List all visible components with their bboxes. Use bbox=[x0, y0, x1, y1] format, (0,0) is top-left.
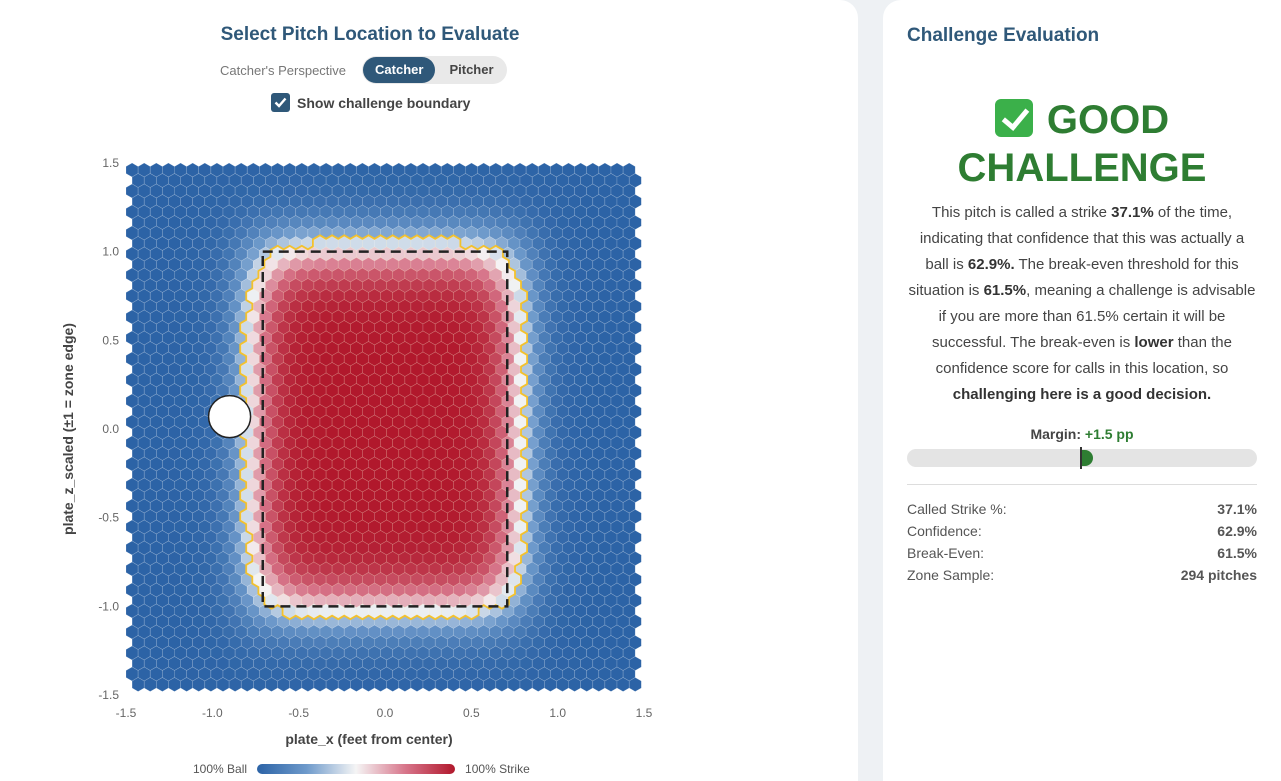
x-tick-label: 1.0 bbox=[549, 706, 566, 720]
y-tick-label: 1.5 bbox=[102, 156, 119, 170]
perspective-toggle: Catcher Pitcher bbox=[362, 56, 507, 84]
stat-label: Called Strike %: bbox=[907, 501, 1007, 517]
y-tick-label: 1.0 bbox=[102, 245, 119, 259]
evaluation-description: This pitch is called a strike 37.1% of t… bbox=[907, 200, 1257, 408]
y-tick-label: 0.5 bbox=[102, 333, 119, 347]
stat-value: 37.1% bbox=[1217, 501, 1257, 517]
y-tick-label: -1.0 bbox=[98, 599, 119, 613]
desc-text-5: than the confidence score for calls in t… bbox=[935, 334, 1232, 377]
hex-cell[interactable] bbox=[628, 677, 642, 692]
evaluation-title: Challenge Evaluation bbox=[907, 25, 1100, 46]
desc-text-3: The break-even threshold for this situat… bbox=[908, 256, 1239, 299]
margin-label: Margin: +1.5 pp bbox=[883, 426, 1281, 442]
y-axis-ticks: 1.5 1.0 0.5 0.0 -0.5 -1.0 -1.5 bbox=[98, 156, 119, 702]
checkmark-icon bbox=[274, 97, 287, 108]
margin-value: +1.5 pp bbox=[1084, 426, 1134, 442]
catcher-toggle-button[interactable]: Catcher bbox=[363, 57, 436, 83]
boundary-checkbox-row[interactable]: Show challenge boundary bbox=[271, 93, 470, 112]
x-tick-label: -1.5 bbox=[116, 706, 137, 720]
y-tick-label: 0.0 bbox=[102, 422, 119, 436]
legend-low-label: 100% Ball bbox=[193, 762, 248, 776]
legend-high-label: 100% Strike bbox=[465, 762, 530, 776]
legend-gradient-bar bbox=[257, 764, 456, 774]
x-tick-label: 0.5 bbox=[463, 706, 480, 720]
y-axis-title: plate_z_scaled (±1 = zone edge) bbox=[60, 323, 76, 535]
boundary-checkbox[interactable] bbox=[271, 93, 290, 112]
desc-text-1: This pitch is called a strike bbox=[931, 204, 1112, 221]
stat-row: Confidence: 62.9% bbox=[907, 520, 1257, 542]
confidence-pct: 62.9%. bbox=[967, 256, 1015, 273]
stat-row: Zone Sample: 294 pitches bbox=[907, 564, 1257, 586]
x-axis-ticks: -1.5 -1.0 -0.5 0.0 0.5 1.0 1.5 bbox=[116, 706, 653, 720]
verdict-text: GOOD CHALLENGE bbox=[957, 98, 1207, 190]
verdict-heading: GOOD CHALLENGE bbox=[883, 96, 1281, 192]
x-tick-label: 1.5 bbox=[636, 706, 653, 720]
stat-value: 294 pitches bbox=[1180, 567, 1257, 583]
margin-bar bbox=[907, 447, 1257, 469]
perspective-toggle-row: Catcher's Perspective Catcher Pitcher bbox=[220, 56, 507, 84]
x-tick-label: -1.0 bbox=[202, 706, 223, 720]
margin-label-text: Margin: bbox=[1030, 426, 1082, 442]
x-axis-title: plate_x (feet from center) bbox=[285, 731, 452, 747]
pitcher-toggle-button[interactable]: Pitcher bbox=[449, 62, 494, 77]
stat-value: 61.5% bbox=[1217, 545, 1257, 561]
stats-divider bbox=[907, 484, 1257, 485]
inner-hex-cells bbox=[240, 236, 527, 619]
y-tick-label: -0.5 bbox=[98, 511, 119, 525]
strike-zone-outline bbox=[261, 250, 509, 608]
conclusion-text: challenging here is a good decision. bbox=[952, 386, 1212, 403]
selected-pitch-marker[interactable] bbox=[207, 394, 252, 439]
stat-row: Break-Even: 61.5% bbox=[907, 542, 1257, 564]
stat-label: Confidence: bbox=[907, 523, 982, 539]
breakeven-pct: 61.5% bbox=[983, 282, 1027, 299]
stat-label: Break-Even: bbox=[907, 545, 985, 561]
pitch-location-heatmap[interactable]: -1.5 -1.0 -0.5 0.0 0.5 1.0 1.5 1.5 1.0 0.5 0.0 -0.… bbox=[0, 140, 740, 760]
margin-bar-center-line bbox=[1080, 447, 1082, 469]
color-legend: 100% Ball 100% Strike bbox=[193, 762, 530, 776]
stat-label: Zone Sample: bbox=[907, 567, 995, 583]
x-tick-label: 0.0 bbox=[377, 706, 394, 720]
challenge-evaluation-panel: Challenge Evaluation GOOD CHALLENGE This… bbox=[883, 0, 1281, 781]
lower-word: lower bbox=[1134, 334, 1174, 351]
called-pct: 37.1% bbox=[1111, 204, 1154, 221]
boundary-checkbox-label: Show challenge boundary bbox=[297, 94, 471, 111]
x-tick-label: -0.5 bbox=[288, 706, 309, 720]
perspective-label: Catcher's Perspective bbox=[220, 62, 347, 78]
stat-row: Called Strike %: 37.1% bbox=[907, 498, 1257, 520]
desc-text-4: , meaning a challenge is advisable if yo… bbox=[932, 282, 1256, 351]
selector-title: Select Pitch Location to Evaluate bbox=[220, 24, 520, 45]
margin-bar-fill bbox=[1082, 450, 1093, 466]
y-tick-label: -1.5 bbox=[98, 688, 119, 702]
stats-table: Called Strike %: 37.1% Confidence: 62.9% B… bbox=[907, 498, 1257, 586]
desc-text-2: of the time, indicating that confidence … bbox=[919, 204, 1245, 273]
stat-value: 62.9% bbox=[1217, 523, 1257, 539]
pitch-selector-panel: Select Pitch Location to Evaluate Catche… bbox=[0, 0, 858, 781]
check-mark-icon bbox=[994, 99, 1033, 137]
